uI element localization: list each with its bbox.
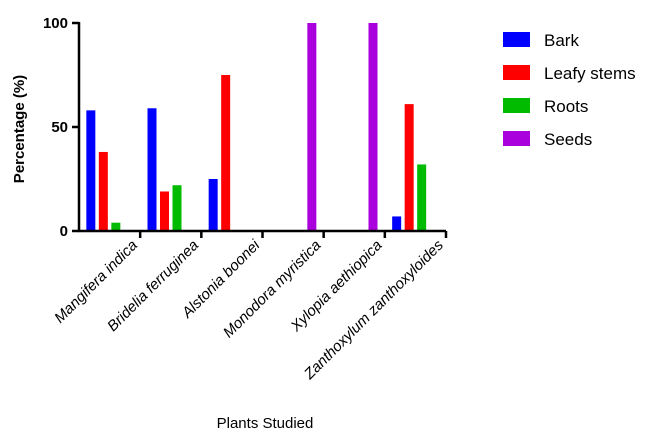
bar-roots xyxy=(111,222,121,231)
bar-leafy-stems xyxy=(160,191,169,231)
bar-seeds xyxy=(368,23,378,231)
legend-label: Seeds xyxy=(544,130,592,149)
bar-bark xyxy=(208,179,218,231)
bar-roots xyxy=(417,164,427,231)
legend-swatch xyxy=(503,98,530,113)
legend: Bark Leafy stems Roots Seeds xyxy=(503,31,636,149)
bar-bark xyxy=(86,110,96,231)
legend-swatch xyxy=(503,32,530,47)
legend-swatch xyxy=(503,131,530,146)
bar-roots xyxy=(172,185,182,231)
bar-bark xyxy=(147,108,157,231)
y-axis-title: Percentage (%) xyxy=(11,75,28,183)
bar-bark xyxy=(392,216,402,231)
y-tick-label: 100 xyxy=(43,15,68,32)
bar-leafy-stems xyxy=(98,151,108,231)
legend-label: Roots xyxy=(544,97,588,116)
y-tick-label: 50 xyxy=(51,119,68,136)
legend-label: Leafy stems xyxy=(544,64,636,83)
legend-swatch xyxy=(503,65,530,80)
x-axis-title: Plants Studied xyxy=(217,415,314,432)
bar-seeds xyxy=(307,23,317,231)
legend-label: Bark xyxy=(544,31,579,50)
axes-layer xyxy=(77,22,446,233)
y-tick-label: 0 xyxy=(60,223,68,240)
bar-leafy-stems xyxy=(221,75,231,231)
bars-layer xyxy=(86,23,427,231)
y-ticks: 0 50 100 xyxy=(43,15,79,240)
bar-leafy-stems xyxy=(404,104,414,231)
